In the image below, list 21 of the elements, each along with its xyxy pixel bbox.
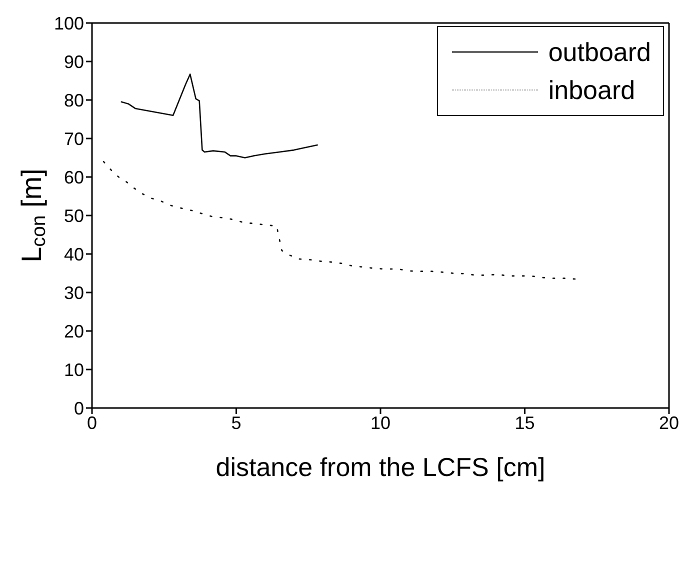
y-tick-label: 90 bbox=[64, 52, 84, 72]
x-axis-title: distance from the LCFS [cm] bbox=[216, 452, 546, 482]
y-tick-label: 0 bbox=[74, 398, 84, 418]
line-series bbox=[102, 160, 576, 280]
y-tick-label: 20 bbox=[64, 321, 84, 342]
x-tick-label: 20 bbox=[658, 412, 680, 433]
y-tick-label: 30 bbox=[64, 282, 84, 303]
y-tick-label: 60 bbox=[64, 167, 84, 188]
y-tick-label: 100 bbox=[54, 13, 84, 34]
y-tick-label: 70 bbox=[64, 128, 84, 149]
y-tick-label: 80 bbox=[64, 90, 84, 110]
x-tick-label: 0 bbox=[86, 412, 98, 433]
legend-label: outboard bbox=[548, 36, 651, 68]
x-tick-label: 10 bbox=[370, 412, 391, 433]
x-tick-label: 5 bbox=[231, 412, 242, 433]
x-tick-label: 15 bbox=[514, 412, 535, 433]
legend-label: inboard bbox=[548, 74, 636, 106]
y-tick-label: 40 bbox=[64, 244, 84, 264]
line-series bbox=[120, 74, 318, 158]
y-tick-label: 10 bbox=[64, 360, 84, 380]
y-tick-label: 50 bbox=[64, 206, 84, 226]
